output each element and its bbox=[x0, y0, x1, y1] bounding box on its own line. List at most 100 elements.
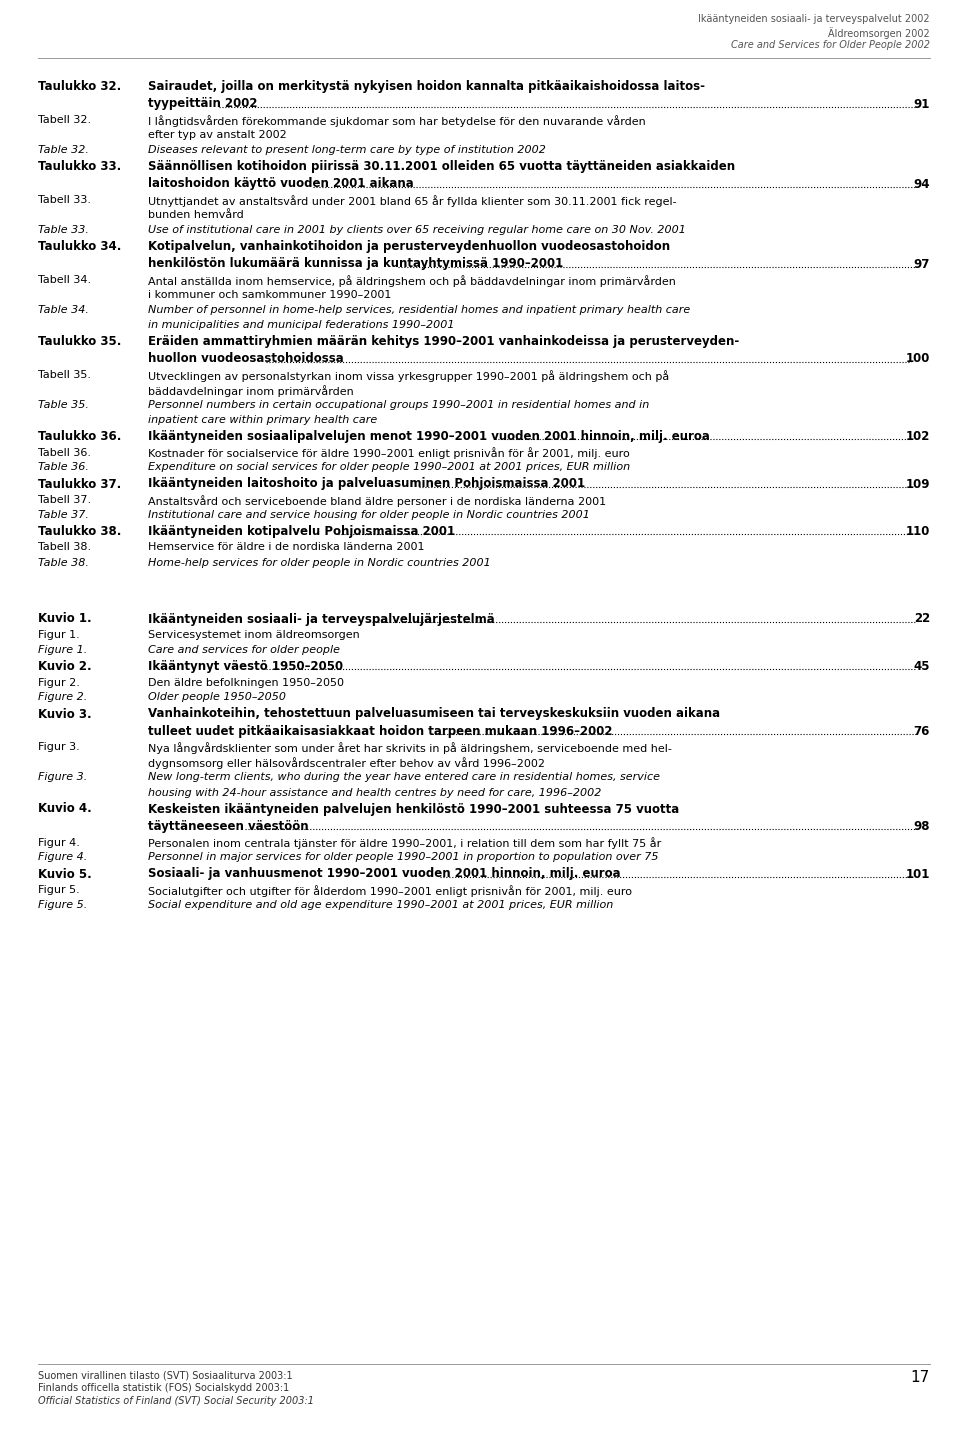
Text: Personnel numbers in certain occupational groups 1990–2001 in residential homes : Personnel numbers in certain occupationa… bbox=[148, 400, 649, 410]
Text: Ikääntyneiden sosiaalipalvelujen menot 1990–2001 vuoden 2001 hinnoin, milj. euro: Ikääntyneiden sosiaalipalvelujen menot 1… bbox=[148, 430, 709, 442]
Text: 100: 100 bbox=[905, 352, 930, 365]
Text: Home-help services for older people in Nordic countries 2001: Home-help services for older people in N… bbox=[148, 557, 491, 567]
Text: 17: 17 bbox=[911, 1370, 930, 1385]
Text: housing with 24-hour assistance and health centres by need for care, 1996–2002: housing with 24-hour assistance and heal… bbox=[148, 788, 601, 798]
Text: täyttäneeseen väestöön: täyttäneeseen väestöön bbox=[148, 821, 308, 833]
Text: 45: 45 bbox=[914, 660, 930, 673]
Text: Table 36.: Table 36. bbox=[38, 463, 89, 473]
Text: Care and services for older people: Care and services for older people bbox=[148, 644, 340, 654]
Text: Ikääntyneiden kotipalvelu Pohjoismaissa 2001: Ikääntyneiden kotipalvelu Pohjoismaissa … bbox=[148, 526, 455, 538]
Text: Taulukko 34.: Taulukko 34. bbox=[38, 241, 121, 253]
Text: Figure 1.: Figure 1. bbox=[38, 644, 87, 654]
Text: Ikääntyneiden sosiaali- ja terveyspalvelujärjestelmä: Ikääntyneiden sosiaali- ja terveyspalvel… bbox=[148, 613, 494, 626]
Text: Sosiaali- ja vanhuusmenot 1990–2001 vuoden 2001 hinnoin, milj. euroa: Sosiaali- ja vanhuusmenot 1990–2001 vuod… bbox=[148, 868, 620, 881]
Text: Eräiden ammattiryhmien määrän kehitys 1990–2001 vanhainkodeissa ja perusterveyde: Eräiden ammattiryhmien määrän kehitys 19… bbox=[148, 335, 739, 348]
Text: Social expenditure and old age expenditure 1990–2001 at 2001 prices, EUR million: Social expenditure and old age expenditu… bbox=[148, 899, 613, 909]
Text: Care and Services for Older People 2002: Care and Services for Older People 2002 bbox=[731, 40, 930, 50]
Text: Servicesystemet inom äldreomsorgen: Servicesystemet inom äldreomsorgen bbox=[148, 630, 360, 640]
Text: Figur 4.: Figur 4. bbox=[38, 838, 80, 848]
Text: Expenditure on social services for older people 1990–2001 at 2001 prices, EUR mi: Expenditure on social services for older… bbox=[148, 463, 630, 473]
Text: Hemservice för äldre i de nordiska länderna 2001: Hemservice för äldre i de nordiska lände… bbox=[148, 543, 424, 553]
Text: 102: 102 bbox=[905, 430, 930, 442]
Text: Taulukko 35.: Taulukko 35. bbox=[38, 335, 121, 348]
Text: Table 38.: Table 38. bbox=[38, 557, 89, 567]
Text: Diseases relevant to present long-term care by type of institution 2002: Diseases relevant to present long-term c… bbox=[148, 145, 546, 155]
Text: Figure 3.: Figure 3. bbox=[38, 772, 87, 782]
Text: Older people 1950–2050: Older people 1950–2050 bbox=[148, 693, 286, 703]
Text: Utnyttjandet av anstaltsvård under 2001 bland 65 år fyllda klienter som 30.11.20: Utnyttjandet av anstaltsvård under 2001 … bbox=[148, 195, 677, 206]
Text: Taulukko 37.: Taulukko 37. bbox=[38, 477, 121, 491]
Text: huollon vuodeosastohoidossa: huollon vuodeosastohoidossa bbox=[148, 352, 344, 365]
Text: Kuvio 4.: Kuvio 4. bbox=[38, 802, 92, 815]
Text: 98: 98 bbox=[914, 821, 930, 833]
Text: in municipalities and municipal federations 1990–2001: in municipalities and municipal federati… bbox=[148, 319, 454, 329]
Text: Tabell 38.: Tabell 38. bbox=[38, 543, 91, 553]
Text: i kommuner och samkommuner 1990–2001: i kommuner och samkommuner 1990–2001 bbox=[148, 291, 392, 299]
Text: Kuvio 2.: Kuvio 2. bbox=[38, 660, 91, 673]
Text: Table 35.: Table 35. bbox=[38, 400, 89, 410]
Text: tulleet uudet pitkäaikaisasiakkaat hoidon tarpeen mukaan 1996–2002: tulleet uudet pitkäaikaisasiakkaat hoido… bbox=[148, 725, 612, 737]
Text: Socialutgifter och utgifter för ålderdom 1990–2001 enligt prisnivån för 2001, mi: Socialutgifter och utgifter för ålderdom… bbox=[148, 885, 632, 896]
Text: Figur 1.: Figur 1. bbox=[38, 630, 80, 640]
Text: 91: 91 bbox=[914, 97, 930, 110]
Text: Figure 4.: Figure 4. bbox=[38, 852, 87, 862]
Text: bunden hemvård: bunden hemvård bbox=[148, 211, 244, 221]
Text: Kuvio 1.: Kuvio 1. bbox=[38, 613, 91, 626]
Text: Table 32.: Table 32. bbox=[38, 145, 89, 155]
Text: efter typ av anstalt 2002: efter typ av anstalt 2002 bbox=[148, 130, 287, 140]
Text: Personnel in major services for older people 1990–2001 in proportion to populati: Personnel in major services for older pe… bbox=[148, 852, 659, 862]
Text: Suomen virallinen tilasto (SVT) Sosiaaliturva 2003:1: Suomen virallinen tilasto (SVT) Sosiaali… bbox=[38, 1370, 293, 1380]
Text: Utvecklingen av personalstyrkan inom vissa yrkesgrupper 1990–2001 på äldringshem: Utvecklingen av personalstyrkan inom vis… bbox=[148, 369, 669, 382]
Text: Personalen inom centrala tjänster för äldre 1990–2001, i relation till dem som h: Personalen inom centrala tjänster för äl… bbox=[148, 838, 661, 849]
Text: Ikääntyneiden laitoshoito ja palveluasuminen Pohjoismaissa 2001: Ikääntyneiden laitoshoito ja palveluasum… bbox=[148, 477, 586, 491]
Text: Number of personnel in home-help services, residential homes and inpatient prima: Number of personnel in home-help service… bbox=[148, 305, 690, 315]
Text: Keskeisten ikääntyneiden palvelujen henkilöstö 1990–2001 suhteessa 75 vuotta: Keskeisten ikääntyneiden palvelujen henk… bbox=[148, 802, 680, 815]
Text: Tabell 36.: Tabell 36. bbox=[38, 447, 91, 457]
Text: 110: 110 bbox=[905, 526, 930, 538]
Text: I långtidsvården förekommande sjukdomar som har betydelse för den nuvarande vård: I långtidsvården förekommande sjukdomar … bbox=[148, 115, 646, 127]
Text: Institutional care and service housing for older people in Nordic countries 2001: Institutional care and service housing f… bbox=[148, 510, 589, 520]
Text: Finlands officella statistik (FOS) Socialskydd 2003:1: Finlands officella statistik (FOS) Socia… bbox=[38, 1383, 289, 1393]
Text: Kuvio 3.: Kuvio 3. bbox=[38, 707, 91, 720]
Text: tyypeittäin 2002: tyypeittäin 2002 bbox=[148, 97, 257, 110]
Text: Taulukko 38.: Taulukko 38. bbox=[38, 526, 121, 538]
Text: Kotipalvelun, vanhainkotihoidon ja perusterveydenhuollon vuodeosastohoidon: Kotipalvelun, vanhainkotihoidon ja perus… bbox=[148, 241, 670, 253]
Text: Figure 2.: Figure 2. bbox=[38, 693, 87, 703]
Text: 94: 94 bbox=[914, 178, 930, 190]
Text: inpatient care within primary health care: inpatient care within primary health car… bbox=[148, 415, 377, 425]
Text: bäddavdelningar inom primärvården: bäddavdelningar inom primärvården bbox=[148, 385, 353, 397]
Text: Tabell 37.: Tabell 37. bbox=[38, 495, 91, 505]
Text: Kostnader för socialservice för äldre 1990–2001 enligt prisnivån för år 2001, mi: Kostnader för socialservice för äldre 19… bbox=[148, 447, 630, 460]
Text: henkilöstön lukumäärä kunnissa ja kuntayhtymissä 1990–2001: henkilöstön lukumäärä kunnissa ja kuntay… bbox=[148, 258, 564, 271]
Text: Figur 3.: Figur 3. bbox=[38, 743, 80, 752]
Text: Taulukko 36.: Taulukko 36. bbox=[38, 430, 121, 442]
Text: 97: 97 bbox=[914, 258, 930, 271]
Text: Table 33.: Table 33. bbox=[38, 225, 89, 235]
Text: New long-term clients, who during the year have entered care in residential home: New long-term clients, who during the ye… bbox=[148, 772, 660, 782]
Text: 76: 76 bbox=[914, 725, 930, 737]
Text: Tabell 33.: Tabell 33. bbox=[38, 195, 91, 205]
Text: Vanhainkoteihin, tehostettuun palveluasumiseen tai terveyskeskuksiin vuoden aika: Vanhainkoteihin, tehostettuun palveluasu… bbox=[148, 707, 720, 720]
Text: Antal anställda inom hemservice, på äldringshem och på bäddavdelningar inom prim: Antal anställda inom hemservice, på äldr… bbox=[148, 275, 676, 286]
Text: Official Statistics of Finland (SVT) Social Security 2003:1: Official Statistics of Finland (SVT) Soc… bbox=[38, 1396, 314, 1406]
Text: Table 34.: Table 34. bbox=[38, 305, 89, 315]
Text: 101: 101 bbox=[905, 868, 930, 881]
Text: Tabell 34.: Tabell 34. bbox=[38, 275, 91, 285]
Text: laitoshoidon käyttö vuoden 2001 aikana: laitoshoidon käyttö vuoden 2001 aikana bbox=[148, 178, 414, 190]
Text: Figur 5.: Figur 5. bbox=[38, 885, 80, 895]
Text: Figur 2.: Figur 2. bbox=[38, 677, 80, 687]
Text: Table 37.: Table 37. bbox=[38, 510, 89, 520]
Text: Tabell 35.: Tabell 35. bbox=[38, 369, 91, 379]
Text: Sairaudet, joilla on merkitystä nykyisen hoidon kannalta pitkäaikaishoidossa lai: Sairaudet, joilla on merkitystä nykyisen… bbox=[148, 80, 705, 93]
Text: Kuvio 5.: Kuvio 5. bbox=[38, 868, 92, 881]
Text: Use of institutional care in 2001 by clients over 65 receiving regular home care: Use of institutional care in 2001 by cli… bbox=[148, 225, 685, 235]
Text: Ikääntyneiden sosiaali- ja terveyspalvelut 2002: Ikääntyneiden sosiaali- ja terveyspalvel… bbox=[698, 14, 930, 24]
Text: Taulukko 32.: Taulukko 32. bbox=[38, 80, 121, 93]
Text: Taulukko 33.: Taulukko 33. bbox=[38, 160, 121, 173]
Text: Figure 5.: Figure 5. bbox=[38, 899, 87, 909]
Text: Äldreomsorgen 2002: Äldreomsorgen 2002 bbox=[828, 27, 930, 39]
Text: 22: 22 bbox=[914, 613, 930, 626]
Text: 109: 109 bbox=[905, 477, 930, 491]
Text: dygnsomsorg eller hälsovårdscentraler efter behov av vård 1996–2002: dygnsomsorg eller hälsovårdscentraler ef… bbox=[148, 758, 545, 769]
Text: Nya långvårdsklienter som under året har skrivits in på äldringshem, serviceboen: Nya långvårdsklienter som under året har… bbox=[148, 743, 672, 755]
